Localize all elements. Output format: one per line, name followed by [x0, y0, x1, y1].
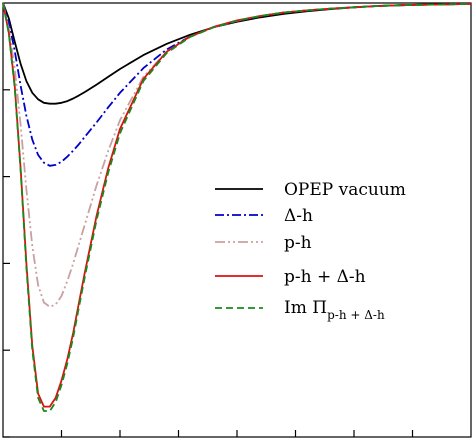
series-line-p-h-plus-delta-h: [2, 2, 472, 408]
legend-label-p-h-plus-delta-h: p-h + Δ-h: [284, 267, 366, 287]
series-line-opep-vacuum: [2, 2, 472, 105]
series-line-im-pi: [2, 2, 472, 412]
legend-label-im-pi-main: Im Π: [284, 298, 327, 318]
series-lines: [2, 2, 472, 412]
legend-label-delta-h: Δ-h: [284, 206, 313, 226]
legend-label-im-pi: Im Πp-h + Δ-h: [284, 298, 385, 322]
legend: OPEP vacuum Δ-h p-h p-h + Δ-h Im Πp-h + …: [215, 180, 406, 322]
legend-label-opep-vacuum: OPEP vacuum: [284, 180, 406, 200]
series-line-p-h: [2, 2, 472, 308]
legend-label-im-pi-subscript: p-h + Δ-h: [327, 308, 385, 322]
series-line-delta-h: [2, 2, 472, 167]
legend-label-p-h: p-h: [284, 233, 312, 253]
